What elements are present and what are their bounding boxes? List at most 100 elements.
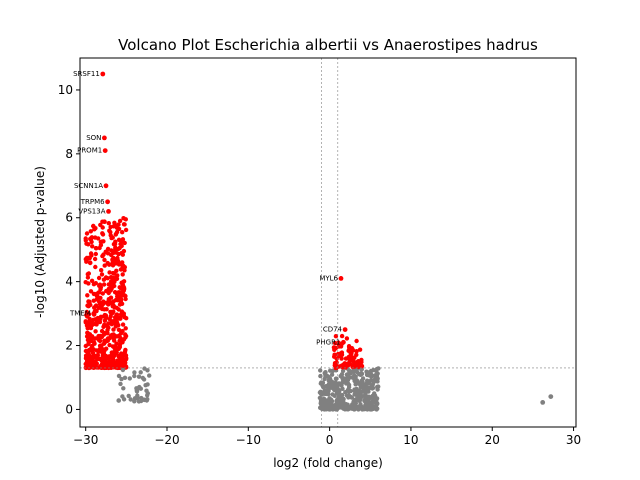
data-point	[122, 375, 128, 380]
data-point	[123, 357, 128, 362]
data-point	[318, 398, 324, 404]
data-point	[93, 251, 99, 257]
data-point	[85, 358, 90, 363]
data-point	[119, 376, 124, 382]
data-point	[85, 293, 90, 298]
data-point	[107, 270, 112, 275]
data-point	[117, 302, 123, 307]
data-point	[120, 367, 126, 373]
y-tick-label: 10	[58, 83, 73, 97]
data-point	[96, 275, 102, 281]
data-point	[89, 253, 94, 258]
data-point	[329, 372, 335, 377]
data-point	[114, 268, 119, 273]
labeled-point	[103, 183, 109, 189]
data-point	[145, 393, 150, 398]
x-tick-label: 0	[326, 433, 334, 447]
data-point	[99, 268, 104, 273]
data-point	[123, 347, 128, 353]
data-point	[342, 376, 347, 381]
data-point	[103, 365, 109, 370]
data-point	[105, 251, 111, 256]
threshold-lines	[80, 58, 576, 427]
data-point	[349, 395, 354, 400]
data-point	[348, 388, 353, 394]
point-label: SRSF11	[73, 70, 100, 78]
data-point	[326, 385, 331, 391]
data-point	[136, 374, 142, 379]
point-label: SON	[86, 134, 101, 142]
data-point	[351, 356, 356, 361]
data-point	[83, 280, 88, 285]
x-tick-label: −30	[73, 433, 98, 447]
data-point	[112, 290, 118, 295]
data-point	[112, 338, 117, 343]
data-point	[101, 282, 107, 287]
data-point	[108, 295, 114, 300]
data-point	[330, 384, 335, 389]
data-point	[113, 250, 119, 255]
data-point	[365, 370, 371, 376]
data-point	[340, 368, 346, 374]
data-point	[111, 327, 116, 332]
data-point	[108, 233, 113, 238]
data-point	[339, 352, 344, 357]
data-point	[370, 385, 376, 391]
data-point	[351, 369, 356, 374]
data-point	[91, 282, 97, 287]
data-point	[357, 394, 362, 400]
data-point	[361, 405, 366, 411]
data-point	[96, 290, 102, 295]
data-point	[84, 231, 90, 236]
data-point	[120, 322, 126, 327]
data-point	[372, 373, 378, 378]
data-point	[91, 298, 97, 303]
data-point	[120, 252, 126, 257]
data-point	[368, 378, 374, 383]
data-point	[107, 336, 113, 341]
labeled-point	[342, 327, 348, 332]
data-point	[93, 329, 98, 334]
data-point	[94, 246, 99, 251]
data-point	[107, 359, 112, 364]
data-point	[116, 323, 121, 328]
data-point	[121, 285, 127, 290]
data-point	[120, 272, 125, 277]
data-point	[87, 332, 93, 337]
data-point	[323, 400, 329, 405]
data-point	[332, 340, 338, 346]
data-point	[121, 216, 126, 221]
data-point	[102, 330, 107, 336]
data-point	[97, 346, 103, 352]
labeled-point	[341, 339, 346, 345]
data-point	[99, 356, 104, 361]
data-point	[320, 406, 325, 412]
data-point	[102, 322, 107, 327]
data-point	[339, 333, 345, 339]
data-point	[87, 316, 92, 322]
data-point	[92, 227, 97, 232]
points-layer	[83, 71, 554, 412]
data-point	[107, 228, 112, 233]
data-point	[360, 376, 366, 381]
data-point	[102, 263, 107, 268]
data-point	[338, 344, 344, 349]
data-point	[322, 376, 327, 382]
data-point	[104, 307, 109, 312]
x-axis-ticks: −30 −20 −10 0 10 20 30	[73, 427, 581, 447]
data-point	[138, 370, 143, 375]
data-point	[116, 333, 122, 339]
data-point	[90, 350, 96, 356]
data-point	[329, 380, 334, 385]
data-point	[115, 294, 120, 299]
data-point	[121, 248, 127, 254]
data-point	[106, 221, 112, 226]
data-point	[365, 406, 370, 411]
y-axis-label: -log10 (Adjusted p-value)	[33, 166, 47, 318]
data-point	[88, 229, 94, 234]
data-point	[119, 309, 125, 314]
data-point	[109, 322, 115, 327]
data-point	[322, 391, 328, 396]
data-point	[120, 353, 125, 359]
data-point	[87, 354, 92, 359]
